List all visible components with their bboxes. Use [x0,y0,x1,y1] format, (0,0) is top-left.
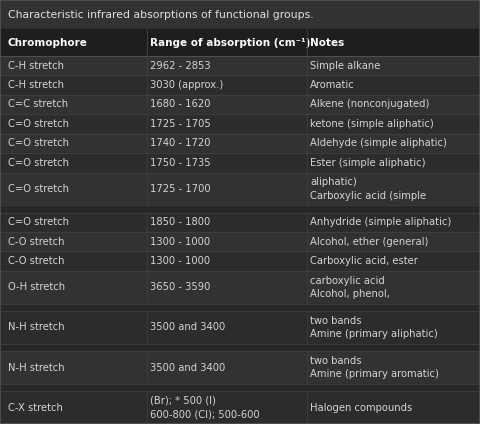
Bar [0,75,480,95]
Bar [0,29,480,56]
Bar [0,304,480,311]
Text: C=O stretch: C=O stretch [8,119,69,129]
Text: 3500 and 3400: 3500 and 3400 [150,322,225,332]
Text: 1750 - 1735: 1750 - 1735 [150,158,211,168]
Text: C=C stretch: C=C stretch [8,100,68,109]
Bar [0,205,480,212]
Text: Alcohol, phenol,: Alcohol, phenol, [310,289,390,299]
Text: C-X stretch: C-X stretch [8,403,63,413]
Bar [0,56,480,75]
Bar [0,153,480,173]
Text: C-O stretch: C-O stretch [8,237,64,247]
Text: C-H stretch: C-H stretch [8,61,64,71]
Text: Notes: Notes [310,37,344,47]
Bar [0,173,480,205]
Bar [0,384,480,391]
Text: 600-800 (Cl); 500-600: 600-800 (Cl); 500-600 [150,409,260,419]
Bar [0,311,480,344]
Text: aliphatic): aliphatic) [310,177,357,187]
Text: C=O stretch: C=O stretch [8,138,69,148]
Bar [0,212,480,232]
Text: Halogen compounds: Halogen compounds [310,403,412,413]
Text: two bands: two bands [310,356,361,366]
Bar [0,344,480,351]
Text: Simple alkane: Simple alkane [310,61,380,71]
Text: N-H stretch: N-H stretch [8,363,65,373]
Bar [0,95,480,114]
Text: 2962 - 2853: 2962 - 2853 [150,61,211,71]
Text: 1725 - 1705: 1725 - 1705 [150,119,211,129]
Text: Range of absorption (cm⁻¹): Range of absorption (cm⁻¹) [150,37,311,47]
Text: Anhydride (simple aliphatic): Anhydride (simple aliphatic) [310,218,451,227]
Bar [0,232,480,251]
Bar [0,391,480,424]
Text: Characteristic infrared absorptions of functional groups.: Characteristic infrared absorptions of f… [8,10,313,20]
Text: two bands: two bands [310,316,361,326]
Text: carboxylic acid: carboxylic acid [310,276,385,286]
Text: C-O stretch: C-O stretch [8,256,64,266]
Bar [0,134,480,153]
Text: 1740 - 1720: 1740 - 1720 [150,138,211,148]
Text: 3030 (approx.): 3030 (approx.) [150,80,223,90]
Text: C=O stretch: C=O stretch [8,184,69,194]
Text: Carboxylic acid, ester: Carboxylic acid, ester [310,256,418,266]
Text: C=O stretch: C=O stretch [8,218,69,227]
Text: C=O stretch: C=O stretch [8,158,69,168]
Text: 1850 - 1800: 1850 - 1800 [150,218,210,227]
Text: Ester (simple aliphatic): Ester (simple aliphatic) [310,158,425,168]
Text: Alcohol, ether (general): Alcohol, ether (general) [310,237,428,247]
Text: C-H stretch: C-H stretch [8,80,64,90]
Text: 1300 - 1000: 1300 - 1000 [150,237,210,247]
Bar [0,351,480,384]
Text: Alkene (nonconjugated): Alkene (nonconjugated) [310,100,430,109]
Text: Aromatic: Aromatic [310,80,355,90]
Text: (Br); * 500 (I): (Br); * 500 (I) [150,396,216,406]
Text: Amine (primary aliphatic): Amine (primary aliphatic) [310,329,438,339]
Text: 1680 - 1620: 1680 - 1620 [150,100,211,109]
Text: 1725 - 1700: 1725 - 1700 [150,184,211,194]
Text: Amine (primary aromatic): Amine (primary aromatic) [310,369,439,379]
Text: 1300 - 1000: 1300 - 1000 [150,256,210,266]
Text: 3500 and 3400: 3500 and 3400 [150,363,225,373]
Bar [0,0,480,29]
Text: Chromophore: Chromophore [8,37,88,47]
Text: O-H stretch: O-H stretch [8,282,65,292]
Bar [0,251,480,271]
Text: ketone (simple aliphatic): ketone (simple aliphatic) [310,119,434,129]
Bar [0,271,480,304]
Text: 3650 - 3590: 3650 - 3590 [150,282,210,292]
Text: Aldehyde (simple aliphatic): Aldehyde (simple aliphatic) [310,138,447,148]
Text: N-H stretch: N-H stretch [8,322,65,332]
Bar [0,114,480,134]
Text: Carboxylic acid (simple: Carboxylic acid (simple [310,191,426,201]
